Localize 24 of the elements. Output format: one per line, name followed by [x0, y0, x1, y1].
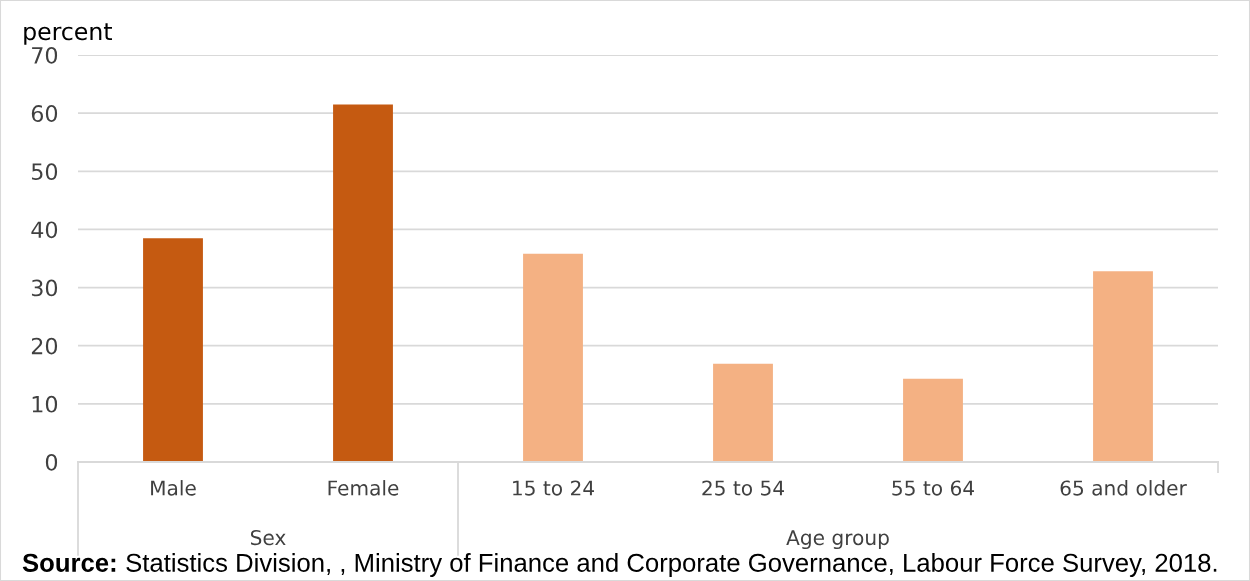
bar [143, 238, 203, 462]
bar [523, 253, 583, 462]
x-tick-label: 15 to 24 [513, 480, 595, 496]
x-tick-label: 55 to 64 [892, 480, 975, 496]
bar [713, 363, 773, 462]
y-axis-title: percent [24, 23, 112, 45]
bar [1093, 271, 1153, 462]
bar [333, 104, 393, 462]
x-tick-label: Female [328, 480, 399, 496]
y-tick-label: 0 [45, 453, 58, 471]
y-tick-label: 10 [32, 395, 58, 413]
x-tick-label: Male [151, 480, 196, 496]
bar [903, 378, 963, 462]
x-tick-label: 65 and older [1060, 480, 1187, 496]
y-tick-label: 70 [32, 46, 58, 64]
source-note: Source: Statistics Division, , Ministry of Finance and Corporate Governance, Labour Force Survey, 2018. [22, 553, 1217, 577]
y-tick-label: 30 [31, 279, 58, 297]
y-tick-label: 50 [31, 163, 58, 181]
x-tick-label: 25 to 54 [702, 480, 785, 496]
text: Age group [786, 530, 889, 550]
text: Sex [250, 529, 286, 546]
y-tick-label: 40 [31, 221, 58, 239]
y-tick-label: 20 [31, 337, 58, 355]
y-tick-label: 60 [31, 105, 58, 122]
